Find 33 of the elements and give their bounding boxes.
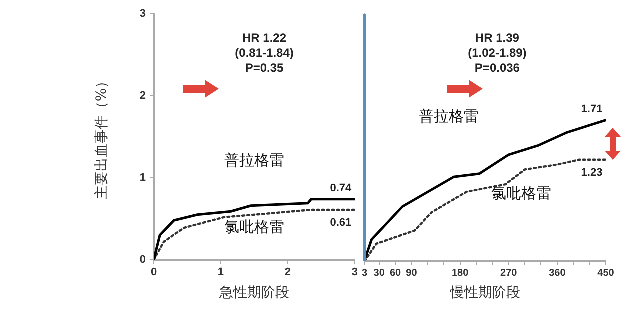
text: 普拉格雷: [224, 151, 284, 170]
x-tick-label: 180: [452, 268, 470, 279]
data-label: 0.61: [330, 217, 352, 230]
series-label: 氯吡格雷: [224, 218, 284, 236]
y-tick-label: 1: [140, 172, 146, 184]
x-tick-label: 270: [500, 268, 518, 279]
annotation: HR 1.22: [242, 30, 287, 45]
annotation: (0.81-1.84): [235, 46, 294, 60]
x-tick-label: 30: [374, 268, 386, 279]
x-tick-label: 450: [598, 268, 615, 279]
series-label: 氯吡格雷: [492, 184, 552, 202]
x-tick-label: 3: [352, 266, 358, 279]
x-tick-label: 0: [150, 266, 158, 279]
x-tick-label: 1: [218, 266, 224, 279]
x-axis-title: 慢性期阶段: [449, 285, 520, 302]
x-tick-label: 3: [362, 268, 368, 279]
data-label: 0.74: [330, 182, 353, 194]
x-tick-label: 2: [284, 266, 292, 279]
annotation: (1.02-1.89): [468, 46, 527, 60]
annotation: P=0.036: [474, 61, 520, 76]
annotation: HR 1.39: [475, 31, 520, 46]
x-axis-title: 急性期阶段: [218, 285, 290, 302]
y-tick-label: 0: [140, 254, 146, 266]
y-tick-label: 3: [140, 8, 146, 20]
annotation: P=0.35: [245, 60, 284, 75]
x-tick-label: 360: [549, 268, 566, 279]
x-tick-label: 90: [406, 268, 418, 279]
x-tick-label: 60: [390, 268, 402, 279]
data-label: 1.23: [581, 166, 603, 179]
text: 普拉格雷: [419, 108, 480, 126]
y-axis-title: 主要出血事件（%）: [94, 74, 110, 200]
y-tick-label: 2: [140, 90, 146, 102]
data-label: 1.71: [581, 103, 603, 116]
